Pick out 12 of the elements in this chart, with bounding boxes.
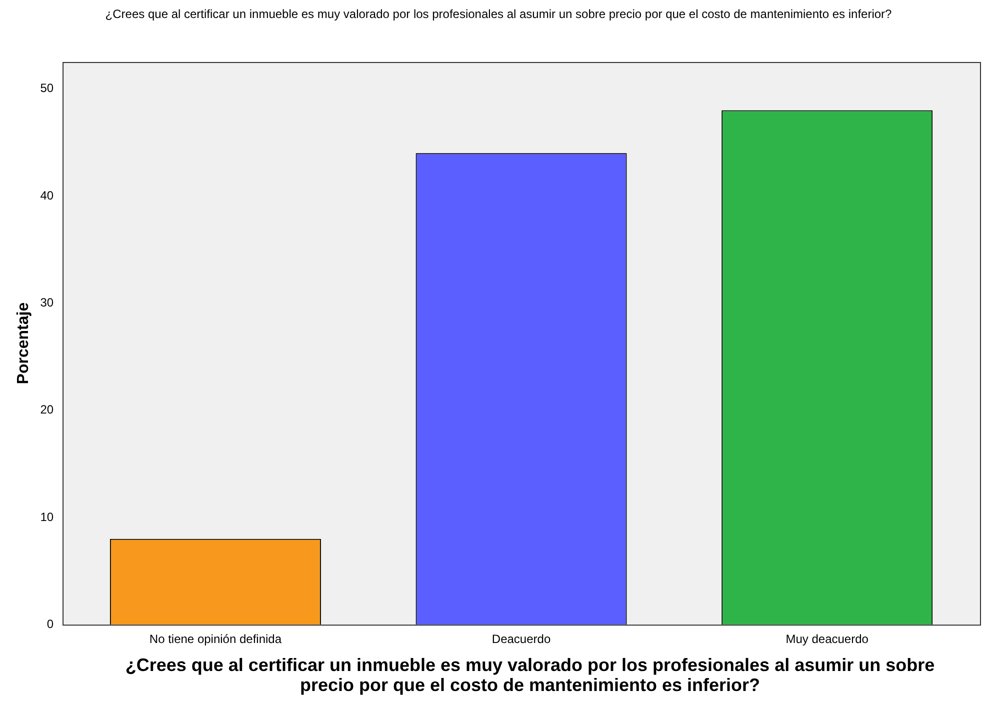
y-tick-label: 10: [40, 510, 54, 524]
x-tick-label: Deacuerdo: [492, 632, 551, 646]
y-axis-title: Porcentaje: [15, 302, 32, 384]
y-tick-label: 40: [40, 188, 54, 202]
chart-title: ¿Crees que al certificar un inmueble es muy valorado por los profesionales al asumir un sobre precio por que el costo de mantenimiento es inferior?: [104, 7, 893, 21]
y-tick-label: 0: [46, 616, 54, 631]
y-tick-label: 50: [40, 81, 54, 96]
x-axis-title: ¿Crees que al certificar un inmueble es muy valorado por los profesionales al asumir un sobre precio por que el costo de mantenimiento es inferior?: [124, 655, 936, 695]
x-tick-label: No tiene opinión definida: [149, 632, 282, 646]
y-tick-label: 20: [40, 402, 54, 417]
x-tick-label: Muy deacuerdo: [786, 632, 869, 646]
y-tick-label: 30: [40, 295, 54, 310]
